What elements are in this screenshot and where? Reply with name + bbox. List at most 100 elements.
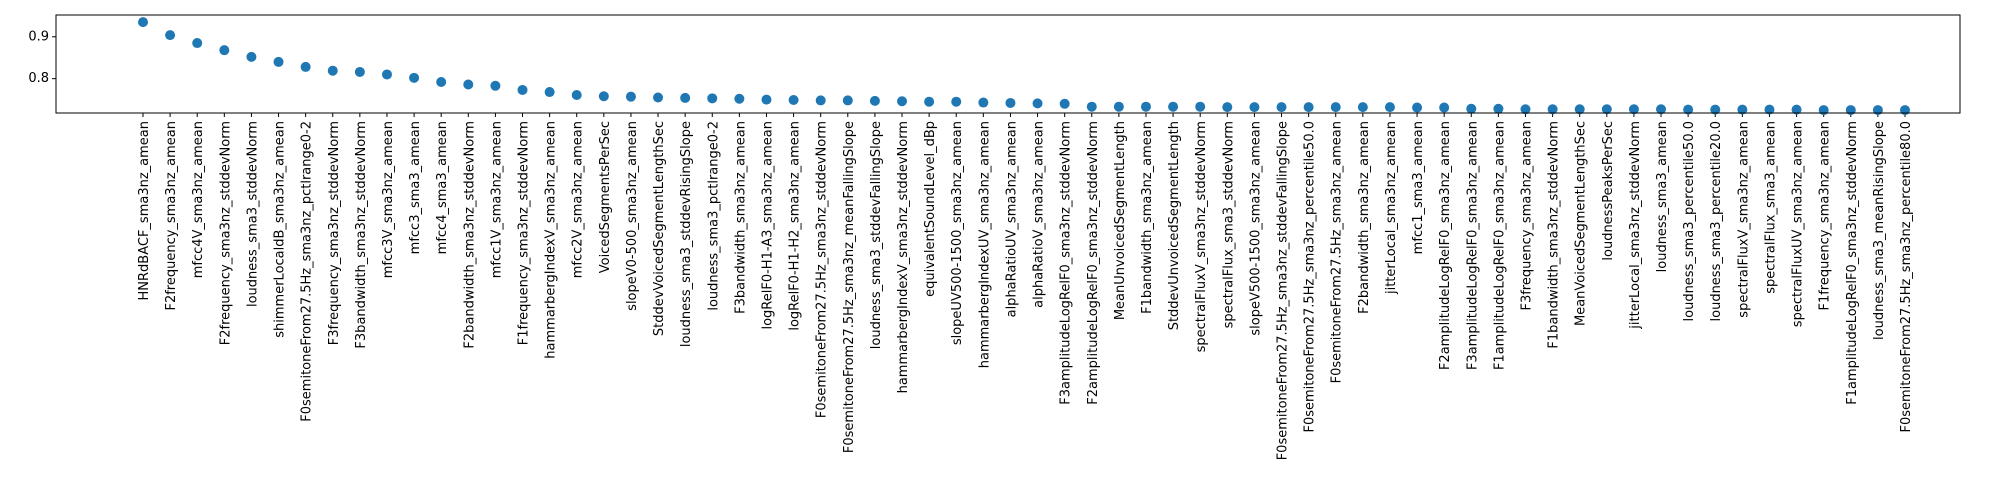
x-tick-label: MeanUnvoicedSegmentLength	[1113, 121, 1128, 320]
data-point	[978, 97, 989, 108]
data-point	[1086, 101, 1097, 112]
data-point	[951, 96, 962, 107]
x-tick-label: F3bandwidth_sma3nz_amean	[733, 121, 748, 314]
data-point	[544, 87, 555, 98]
x-tick-label: alphaRatioUV_sma3nz_amean	[1004, 121, 1019, 317]
data-point	[436, 77, 447, 88]
x-tick-label: loudness_sma3_stddevNorm	[245, 121, 260, 307]
x-tick-label: spectralFlux_sma3_stddevNorm	[1221, 121, 1236, 328]
data-point	[1737, 104, 1748, 115]
data-point	[1601, 104, 1612, 115]
data-point	[924, 96, 935, 107]
x-tick-label: loudness_sma3_amean	[1655, 121, 1670, 272]
x-tick-label: loudnessPeaksPerSec	[1601, 121, 1616, 261]
x-tick-label: spectralFluxV_sma3nz_stddevNorm	[1194, 121, 1209, 352]
data-point	[571, 89, 582, 100]
data-point	[1791, 104, 1802, 115]
data-point	[490, 80, 501, 91]
data-point	[1303, 102, 1314, 113]
data-point	[1628, 104, 1639, 115]
data-point	[1574, 104, 1585, 115]
data-point	[354, 66, 365, 77]
data-point	[1900, 105, 1910, 116]
x-tick-label: loudness_sma3_meanRisingSlope	[1872, 121, 1887, 340]
x-tick-label: F3amplitudeLogRelF0_sma3nz_amean	[1465, 121, 1480, 370]
x-tick-label: loudness_sma3_percentile20.0	[1709, 121, 1724, 321]
x-tick-label: F1bandwidth_sma3nz_stddevNorm	[1547, 121, 1562, 349]
x-tick-label: F0semitoneFrom27.5Hz_sma3nz_amean	[1330, 121, 1345, 383]
data-point	[1872, 105, 1883, 116]
x-tick-label: loudness_sma3_stddevFallingSlope	[869, 121, 884, 349]
data-point	[625, 91, 636, 102]
data-point	[1412, 102, 1423, 113]
x-tick-label: HNRdBACF_sma3nz_amean	[137, 121, 152, 301]
plot-frame	[55, 14, 1961, 114]
x-tick-label: mfcc4_sma3_amean	[435, 121, 450, 254]
x-tick-label: spectralFluxV_sma3nz_amean	[1736, 121, 1751, 318]
data-point	[165, 30, 176, 41]
x-tick-label: F1frequency_sma3nz_amean	[1818, 121, 1833, 311]
data-point	[463, 79, 474, 90]
data-point	[1249, 102, 1260, 113]
data-point	[1005, 97, 1016, 108]
y-axis: 0.8 0.9	[28, 29, 56, 86]
x-tick-label: hammarbergIndexV_sma3nz_amean	[544, 121, 559, 359]
data-point	[788, 95, 799, 106]
data-point	[327, 65, 338, 76]
data-point	[1384, 102, 1395, 113]
data-point	[1547, 104, 1558, 115]
data-point	[381, 69, 392, 80]
data-point	[219, 45, 230, 56]
data-point	[1276, 102, 1287, 113]
x-tick-label: logRelF0-H1-A3_sma3nz_amean	[760, 121, 775, 330]
data-point	[680, 92, 691, 103]
data-point	[653, 92, 664, 103]
x-tick-label: alphaRatioV_sma3nz_amean	[1032, 121, 1047, 308]
data-point	[1520, 104, 1531, 115]
data-point	[1466, 103, 1477, 114]
x-tick-label: MeanVoicedSegmentLengthSec	[1574, 121, 1589, 326]
x-tick-label: jitterLocal_sma3nz_amean	[1384, 121, 1399, 295]
x-tick-label: mfcc1_sma3_amean	[1411, 121, 1426, 254]
y-tick-label: 0.9	[28, 29, 49, 44]
data-point	[246, 51, 257, 62]
x-axis: HNRdBACF_sma3nz_amean F2frequency_sma3nz_…	[137, 113, 1914, 460]
data-point	[192, 38, 203, 49]
x-tick-label: spectralFluxUV_sma3nz_amean	[1791, 121, 1806, 327]
data-point	[869, 95, 880, 106]
data-point	[1059, 98, 1070, 109]
data-point	[598, 91, 609, 102]
x-tick-label: F2frequency_sma3nz_amean	[164, 121, 179, 311]
data-point	[1656, 104, 1667, 115]
x-tick-label: mfcc4V_sma3nz_amean	[191, 121, 206, 278]
x-tick-label: slopeV500-1500_sma3nz_amean	[1248, 121, 1263, 336]
data-point	[1818, 105, 1829, 116]
x-tick-label: loudness_sma3_pctlrange0-2	[706, 121, 721, 311]
data-point	[1113, 101, 1124, 112]
data-point	[1710, 104, 1721, 115]
x-tick-label: F1frequency_sma3nz_stddevNorm	[517, 121, 532, 345]
data-point	[815, 95, 826, 106]
x-tick-label: logRelF0-H1-H2_sma3nz_amean	[788, 121, 803, 331]
data-point	[1168, 101, 1179, 112]
data-point	[1140, 101, 1151, 112]
x-tick-label: F2bandwidth_sma3nz_stddevNorm	[462, 121, 477, 349]
x-tick-label: F3bandwidth_sma3nz_stddevNorm	[354, 121, 369, 349]
data-point	[273, 56, 284, 67]
x-tick-label: VoicedSegmentsPerSec	[598, 121, 613, 273]
data-point	[517, 84, 528, 95]
data-point	[707, 93, 718, 104]
x-tick-label: jitterLocal_sma3nz_stddevNorm	[1628, 121, 1643, 330]
x-tick-label: loudness_sma3_stddevRisingSlope	[679, 121, 694, 347]
x-tick-label: loudness_sma3_percentile50.0	[1682, 121, 1697, 321]
x-tick-label: F1amplitudeLogRelF0_sma3nz_amean	[1492, 121, 1507, 370]
x-tick-label: F2frequency_sma3nz_stddevNorm	[218, 121, 233, 345]
x-tick-label: slopeUV500-1500_sma3nz_amean	[950, 121, 965, 345]
data-point	[300, 61, 311, 72]
x-tick-label: F0semitoneFrom27.5Hz_sma3nz_percentile50…	[1303, 121, 1318, 433]
x-tick-label: F0semitoneFrom27.5Hz_sma3nz_meanFallingS…	[842, 121, 857, 453]
x-tick-label: StddevVoicedSegmentLengthSec	[652, 121, 667, 336]
x-tick-label: mfcc2V_sma3nz_amean	[571, 121, 586, 278]
x-tick-label: F2amplitudeLogRelF0_sma3nz_stddevNorm	[1086, 121, 1101, 405]
